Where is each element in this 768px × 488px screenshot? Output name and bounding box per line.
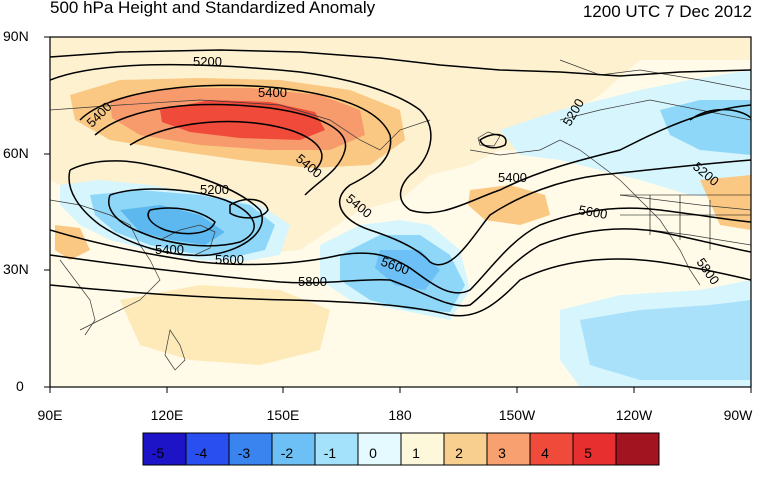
contour-line	[479, 133, 507, 149]
contour-line	[129, 120, 323, 171]
contour-line	[94, 103, 347, 196]
anomaly-neg-medium	[580, 300, 751, 380]
colorbar-box	[572, 432, 617, 466]
anomaly-neg-strong	[120, 205, 225, 245]
colorbar-label: -4	[194, 445, 208, 461]
lat-label-90n: 90N	[3, 28, 29, 44]
contour-label: 5600	[215, 252, 244, 267]
colorbar-label: 2	[455, 445, 463, 461]
anomaly-shading	[50, 37, 751, 387]
lon-label-120e: 120E	[150, 407, 184, 423]
contour-line	[689, 108, 751, 121]
anomaly-pos-medium	[120, 285, 330, 365]
contour-line	[50, 63, 751, 214]
colorbar-box	[400, 432, 445, 466]
colorbar-box	[228, 432, 273, 466]
colorbar-label: 1	[412, 445, 420, 461]
contour-label: 5400	[258, 85, 287, 100]
lon-label-90e: 90E	[37, 407, 63, 423]
colorbar-label: 5	[584, 445, 592, 461]
colorbar-box	[615, 432, 660, 466]
contour-line	[68, 160, 263, 257]
map-borders	[620, 194, 751, 250]
contour-label: 5400	[155, 242, 184, 257]
contour-line	[50, 228, 751, 307]
lon-label-180: 180	[388, 407, 412, 423]
anomaly-neg-light	[500, 70, 751, 200]
colorbar-label: -5	[151, 445, 165, 461]
colorbar-label: 0	[369, 445, 377, 461]
colorbar-box	[271, 432, 316, 466]
contour-line	[50, 258, 751, 317]
contour-line	[229, 198, 269, 219]
lat-label-0: 0	[16, 378, 24, 394]
height-contours	[50, 49, 751, 317]
lon-label-150e: 150E	[266, 407, 300, 423]
coastlines	[50, 59, 751, 371]
anomaly-pos-medium	[700, 175, 751, 230]
contour-line	[79, 84, 751, 266]
colorbar-box	[142, 432, 187, 466]
colorbar-box	[443, 432, 488, 466]
contour-line	[50, 207, 751, 294]
lat-label-30n: 30N	[3, 261, 29, 277]
colorbar-boxes	[142, 432, 660, 466]
lon-label-120w: 120W	[615, 407, 653, 423]
contour-line	[147, 207, 216, 235]
contour-label: 5800	[298, 274, 327, 289]
colorbar-label: -2	[280, 445, 294, 461]
colorbar-label: -1	[323, 445, 337, 461]
colorbar-box	[314, 432, 359, 466]
contour-line	[50, 49, 751, 77]
colorbar-box	[486, 432, 531, 466]
contour-line	[108, 188, 255, 247]
map-valid-time: 1200 UTC 7 Dec 2012	[582, 2, 752, 21]
contour-label: 5400	[498, 170, 527, 185]
colorbar-label: -3	[237, 445, 251, 461]
colorbar-label: 3	[498, 445, 506, 461]
colorbar-box	[357, 432, 402, 466]
colorbar-label: 4	[541, 445, 549, 461]
lat-label-60n: 60N	[3, 145, 29, 161]
map-title: 500 hPa Height and Standardized Anomaly	[50, 0, 376, 17]
contour-label: 5600	[577, 202, 608, 222]
lon-label-90w: 90W	[723, 407, 753, 423]
contour-label: 5200	[193, 54, 222, 69]
axis-ticks	[44, 36, 752, 393]
anomaly-neg-medium	[660, 100, 751, 155]
lon-label-150w: 150W	[498, 407, 536, 423]
contour-label: 5200	[200, 182, 229, 197]
